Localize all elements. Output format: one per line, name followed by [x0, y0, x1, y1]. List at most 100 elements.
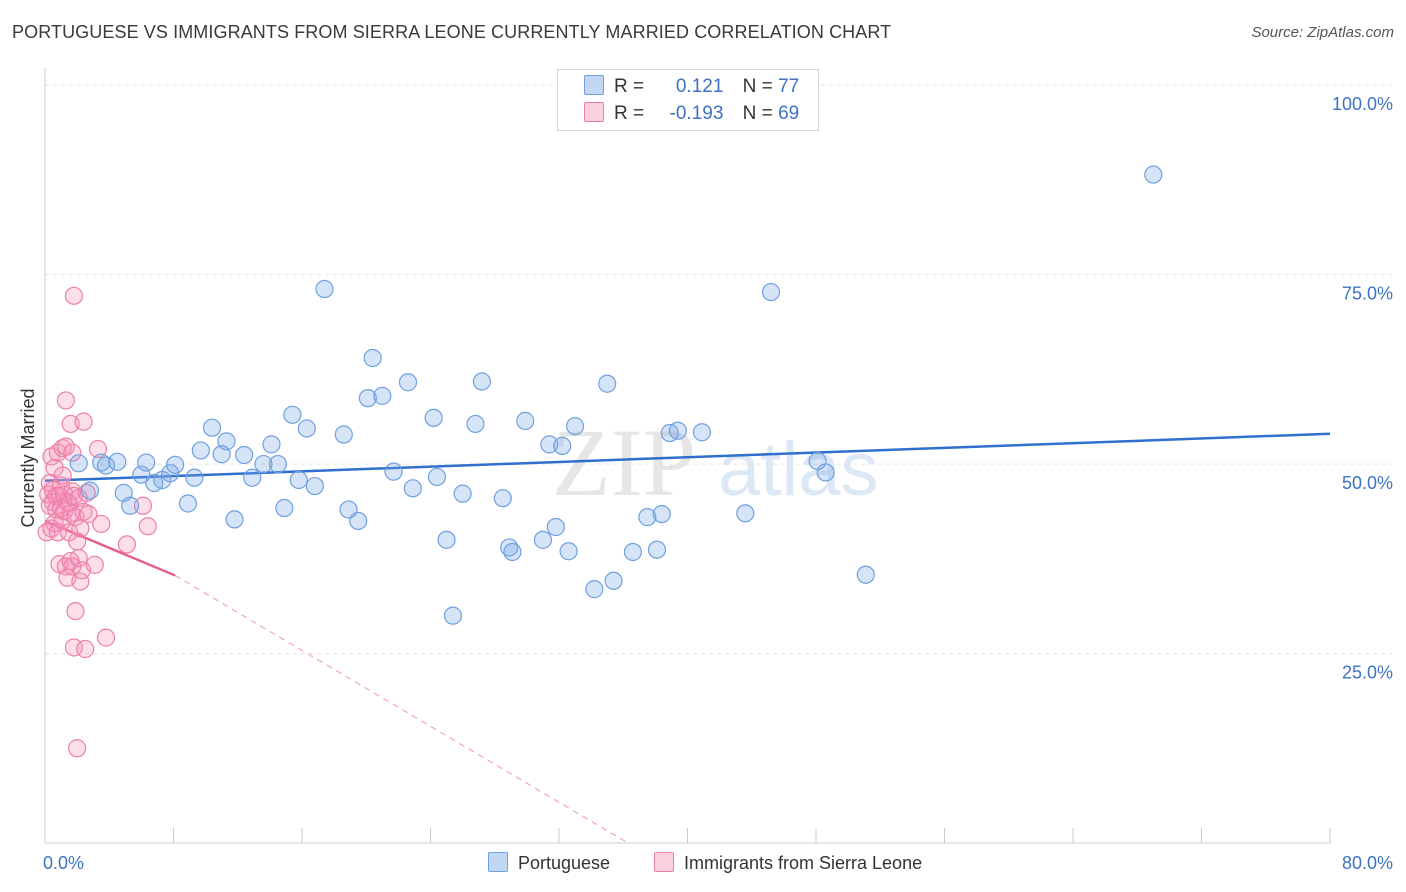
- portuguese-point: [533, 530, 553, 549]
- chart-title: PORTUGUESE VS IMMIGRANTS FROM SIERRA LEO…: [12, 22, 892, 42]
- bottom-legend-label: Immigrants from Sierra Leone: [684, 853, 923, 873]
- portuguese-point: [424, 408, 443, 427]
- portuguese-point: [559, 542, 578, 561]
- portuguese-point: [108, 452, 127, 471]
- portuguese-point: [161, 464, 180, 483]
- legend-n-value: 69: [778, 103, 800, 124]
- portuguese-point: [384, 462, 403, 481]
- portuguese-point: [254, 454, 273, 474]
- sierra-leone-point: [74, 502, 93, 521]
- sierra-leone-point: [133, 496, 153, 515]
- portuguese-point: [212, 445, 231, 464]
- sierra-leone-point: [74, 412, 93, 431]
- portuguese-point: [1144, 165, 1163, 184]
- sierra-leone-point: [79, 504, 98, 524]
- portuguese-point: [437, 530, 456, 549]
- sierra-leone-trend-line: [44, 519, 176, 577]
- sierra-leone-point: [63, 443, 82, 462]
- portuguese-point: [121, 496, 140, 515]
- portuguese-point: [132, 465, 151, 484]
- y-tick-label: 100.0%: [1332, 94, 1393, 114]
- source-label: Source: ZipAtlas.com: [1251, 24, 1394, 41]
- portuguese-point: [472, 372, 491, 391]
- sierra-leone-point: [53, 466, 72, 485]
- portuguese-point: [816, 463, 835, 482]
- legend-r-label: R =: [614, 76, 645, 97]
- portuguese-point: [761, 282, 781, 302]
- bottom-legend-portuguese: Portuguese: [488, 852, 610, 874]
- portuguese-point: [427, 467, 447, 487]
- portuguese-point: [736, 504, 755, 523]
- legend: R = 0.121 N = 77 R = -0.193 N = 69: [557, 69, 819, 131]
- portuguese-point: [516, 411, 535, 430]
- portuguese-point: [604, 571, 623, 590]
- legend-row-portuguese: R = 0.121 N = 77: [584, 75, 799, 101]
- watermark-atlas: atlas: [718, 427, 879, 512]
- portuguese-point: [585, 580, 604, 599]
- portuguese-point: [334, 425, 353, 444]
- x-tick-label: 0.0%: [43, 853, 84, 873]
- portuguese-point: [403, 479, 422, 498]
- legend-r-value: 0.121: [675, 76, 724, 97]
- legend-r-value: -0.193: [669, 103, 724, 124]
- portuguese-point: [546, 517, 565, 537]
- portuguese-point: [275, 498, 294, 518]
- portuguese-point: [553, 436, 572, 455]
- portuguese-point: [398, 373, 418, 392]
- portuguese-point: [493, 489, 512, 508]
- portuguese-point: [358, 389, 377, 408]
- sierra-leone-point: [117, 535, 137, 554]
- portuguese-point: [623, 542, 642, 562]
- portuguese-point: [373, 386, 392, 405]
- portuguese-point: [262, 435, 281, 454]
- bottom-legend-swatch-blue: [488, 852, 508, 872]
- portuguese-point: [453, 484, 472, 503]
- sierra-leone-point: [77, 483, 96, 502]
- portuguese-point: [668, 421, 687, 440]
- sierra-leone-point: [71, 572, 90, 591]
- sierra-leone-point: [64, 286, 84, 305]
- sierra-leone-point: [88, 439, 108, 459]
- portuguese-point: [466, 414, 485, 434]
- portuguese-point: [289, 470, 308, 490]
- portuguese-point: [565, 417, 585, 436]
- portuguese-point: [80, 481, 100, 500]
- legend-swatch-pink: [584, 102, 604, 122]
- bottom-legend-swatch-pink: [654, 852, 674, 872]
- portuguese-point: [297, 419, 316, 438]
- y-tick-label: 50.0%: [1342, 473, 1393, 493]
- x-tick-label: 80.0%: [1342, 853, 1393, 873]
- legend-r-label: R =: [614, 103, 645, 124]
- sierra-leone-point: [68, 739, 87, 758]
- sierra-leone-point: [56, 391, 75, 410]
- legend-n-label: N =: [742, 103, 773, 124]
- portuguese-point: [178, 494, 198, 513]
- sierra-leone-point: [138, 517, 157, 536]
- portuguese-point: [647, 540, 667, 559]
- portuguese-point: [69, 454, 88, 473]
- portuguese-point: [692, 423, 712, 442]
- portuguese-point: [598, 374, 617, 393]
- sierra-leone-point: [66, 601, 85, 621]
- y-tick-label: 75.0%: [1342, 284, 1393, 304]
- portuguese-point: [225, 510, 244, 529]
- portuguese-point: [166, 455, 185, 474]
- portuguese-point: [96, 456, 116, 475]
- sierra-leone-point: [76, 639, 95, 659]
- sierra-leone-point: [92, 514, 111, 534]
- sierra-leone-point: [96, 628, 116, 647]
- portuguese-point: [503, 542, 522, 562]
- y-axis-label: Currently Married: [18, 388, 38, 527]
- portuguese-point: [856, 565, 875, 584]
- portuguese-point: [349, 511, 368, 531]
- portuguese-point: [305, 476, 324, 496]
- portuguese-point: [652, 504, 671, 524]
- portuguese-point: [202, 418, 222, 437]
- portuguese-point: [638, 508, 657, 527]
- portuguese-point: [243, 468, 262, 487]
- legend-n-label: N =: [742, 76, 773, 97]
- portuguese-point: [283, 405, 302, 424]
- portuguese-point: [363, 348, 382, 368]
- portuguese-point: [137, 453, 156, 472]
